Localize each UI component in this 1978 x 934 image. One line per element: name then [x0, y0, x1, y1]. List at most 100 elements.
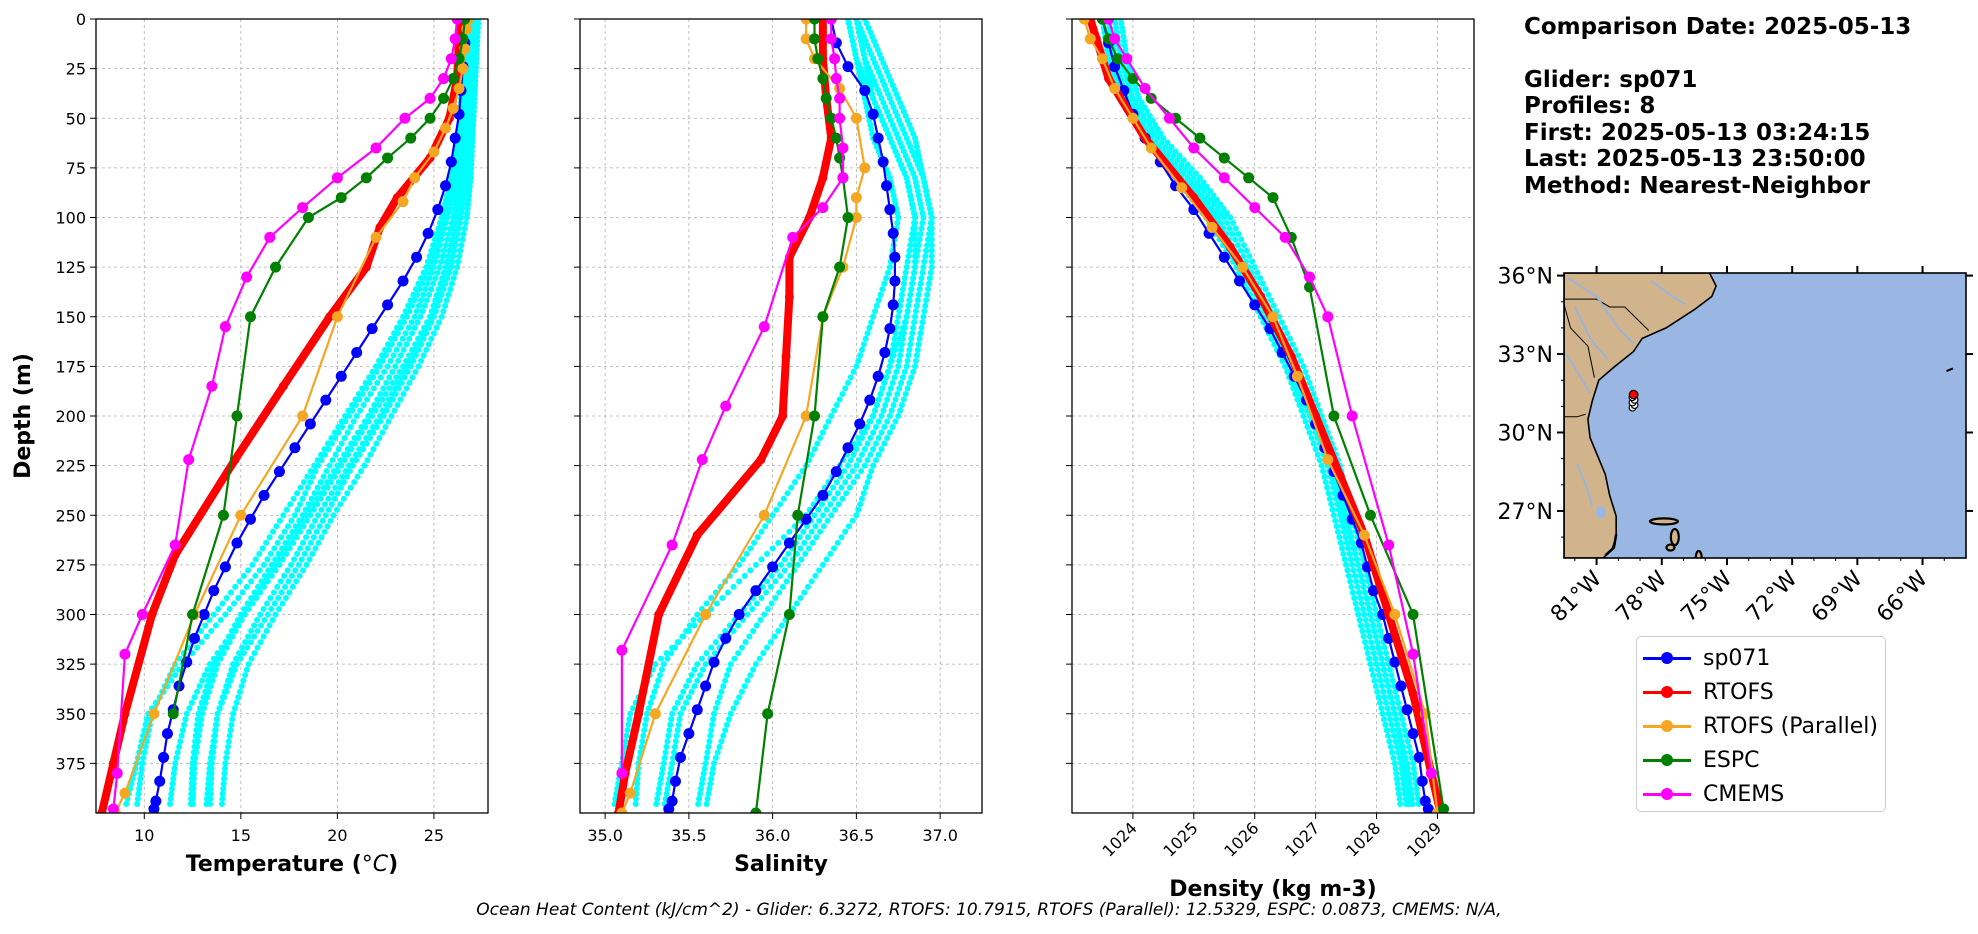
series-point	[881, 180, 893, 192]
profile-point	[825, 418, 832, 425]
profile-point	[447, 258, 454, 265]
profile-point	[1210, 192, 1217, 199]
series-point	[1368, 585, 1379, 597]
profile-point	[310, 501, 317, 508]
profile-point	[725, 666, 732, 673]
profile-point	[411, 313, 418, 320]
series-point	[800, 410, 812, 422]
profile-point	[896, 357, 903, 364]
profile-point	[1328, 501, 1335, 508]
profile-point	[345, 462, 352, 469]
map-area	[1564, 273, 1966, 558]
profile-point	[463, 113, 470, 120]
profile-point	[388, 335, 395, 342]
profile-point	[760, 650, 767, 657]
profile-point	[1112, 24, 1119, 31]
profile-point	[918, 225, 925, 232]
series-point	[273, 466, 285, 478]
profile-point	[266, 534, 273, 541]
profile-point	[1376, 699, 1383, 706]
profile-point	[226, 605, 233, 612]
profile-point	[703, 650, 710, 657]
series-point	[457, 63, 469, 75]
profile-point	[403, 363, 410, 370]
profile-point	[1374, 639, 1381, 646]
series-point	[361, 262, 371, 272]
profile-point	[300, 539, 307, 546]
profile-point	[683, 628, 690, 635]
profile-point	[273, 523, 280, 530]
profile-point	[704, 795, 711, 802]
profile-point	[1399, 716, 1406, 723]
profile-point	[452, 201, 459, 208]
temperature-panel: 0255075100125150175200225250275300325350…	[11, 10, 489, 877]
profile-point	[369, 368, 376, 375]
profile-point	[632, 800, 639, 807]
series-point	[231, 537, 243, 549]
profile-point	[1221, 214, 1228, 221]
profile-point	[894, 220, 901, 227]
profile-point	[703, 800, 710, 807]
profile-point	[907, 242, 914, 249]
profile-point	[399, 335, 406, 342]
profile-point	[917, 280, 924, 287]
profile-point	[644, 710, 650, 717]
profile-point	[451, 205, 458, 212]
profile-point	[1333, 523, 1340, 530]
profile-point	[1180, 157, 1187, 164]
profile-point	[1358, 600, 1365, 607]
profile-point	[697, 790, 704, 797]
profile-point	[420, 269, 427, 276]
profile-point	[822, 424, 829, 431]
profile-point	[1200, 179, 1207, 186]
profile-point	[351, 479, 358, 486]
profile-point	[330, 468, 337, 475]
profile-point	[668, 650, 675, 657]
profile-point	[1240, 242, 1247, 249]
series-point	[270, 261, 282, 273]
profile-point	[441, 225, 448, 232]
series-point	[1407, 609, 1419, 620]
profile-point	[293, 578, 300, 585]
profile-point	[920, 214, 927, 221]
profile-point	[1401, 749, 1408, 756]
profile-point	[926, 225, 933, 232]
profile-point	[469, 99, 476, 106]
profile-point	[370, 446, 377, 453]
profile-point	[1246, 253, 1253, 260]
profile-point	[657, 655, 664, 662]
profile-point	[722, 628, 729, 635]
profile-point	[243, 666, 250, 673]
profile-point	[667, 721, 674, 728]
river	[1650, 280, 1687, 306]
profile-point	[315, 539, 322, 546]
x-tick-label: 10	[134, 826, 154, 845]
profile-point	[1394, 721, 1401, 728]
profile-point	[1359, 628, 1366, 635]
profile-point	[1413, 785, 1420, 792]
profile-point	[1176, 152, 1183, 159]
profile-point	[219, 795, 226, 802]
profile-point	[426, 319, 433, 326]
profile-point	[916, 335, 923, 342]
profile-point	[462, 183, 469, 190]
x-tick-label: 1027	[1281, 818, 1323, 860]
profile-point	[431, 236, 438, 243]
profile-point	[472, 29, 479, 36]
profile-point	[771, 633, 778, 640]
profile-point	[136, 785, 143, 792]
legend: sp071 RTOFS RTOFS (Parallel) ESPC CMEMS	[1636, 636, 1886, 812]
profile-point	[744, 677, 751, 684]
profile-point	[892, 418, 899, 425]
profile-point	[1312, 396, 1319, 403]
profile-point	[898, 401, 905, 408]
profile-point	[211, 672, 218, 679]
profile-point	[1407, 785, 1414, 792]
series-point	[872, 370, 884, 382]
profile-point	[1380, 688, 1387, 695]
profile-point	[207, 683, 214, 690]
profile-point	[306, 506, 313, 513]
profile-point	[425, 341, 432, 348]
series-point	[1188, 142, 1200, 154]
profile-point	[228, 666, 235, 673]
